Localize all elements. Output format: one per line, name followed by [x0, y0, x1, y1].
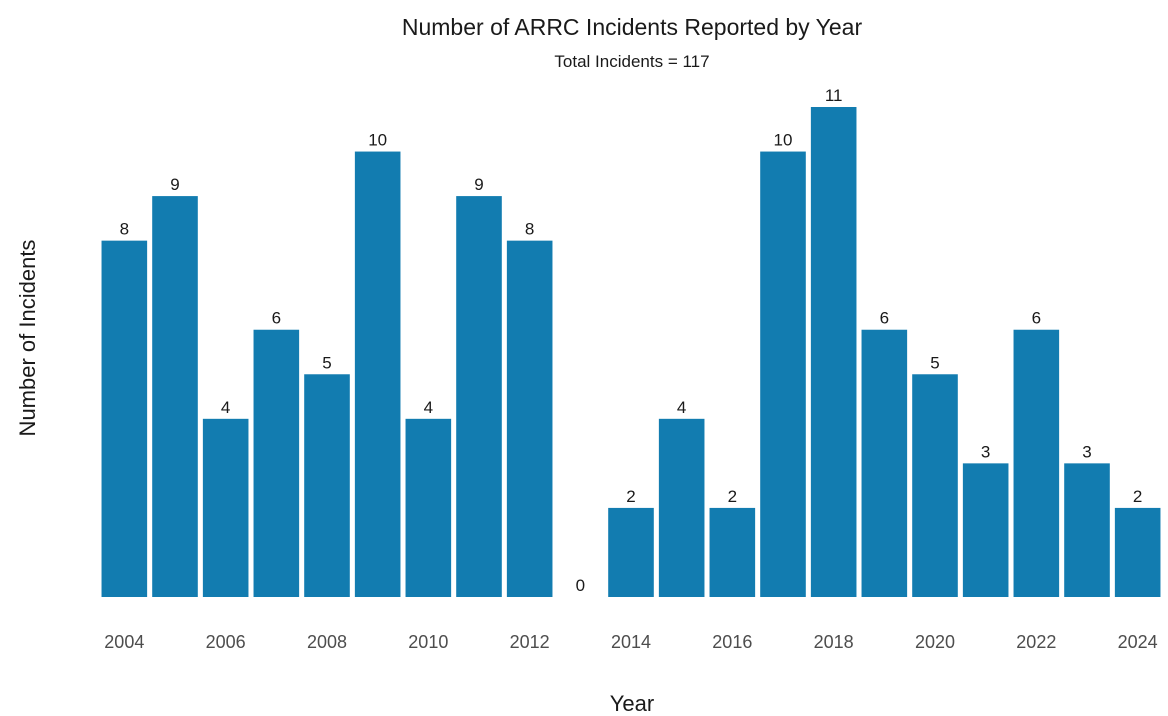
bar-label-2007: 6 — [272, 309, 281, 328]
bar-2023 — [1064, 463, 1110, 597]
x-tick-2010: 2010 — [408, 632, 448, 652]
bar-2006 — [202, 418, 249, 597]
bar-label-2014: 2 — [626, 487, 635, 506]
x-tick-2006: 2006 — [206, 632, 246, 652]
bar-label-2019: 6 — [880, 309, 889, 328]
x-tick-2004: 2004 — [104, 632, 144, 652]
bar-2008 — [304, 374, 350, 597]
x-axis-ticks: 2004 2006 2008 2010 2012 2014 2016 2018 2020 2022… — [104, 632, 1157, 652]
bar-2024 — [1114, 507, 1161, 597]
bar-label-2009: 10 — [368, 131, 387, 150]
x-tick-2014: 2014 — [611, 632, 651, 652]
bar-2007 — [253, 329, 300, 597]
bar-label-2017: 10 — [774, 131, 793, 150]
bar-2018 — [810, 107, 857, 597]
bar-2010 — [405, 418, 452, 597]
bar-label-2013: 0 — [576, 576, 585, 595]
bar-label-2010: 4 — [424, 398, 433, 417]
x-tick-2018: 2018 — [814, 632, 854, 652]
bar-label-2012: 8 — [525, 220, 534, 239]
bar-label-2023: 3 — [1082, 442, 1091, 461]
bar-label-2024: 2 — [1133, 487, 1142, 506]
bar-label-2011: 9 — [474, 175, 483, 194]
x-tick-2020: 2020 — [915, 632, 955, 652]
bar-2005 — [152, 196, 198, 597]
x-tick-2016: 2016 — [712, 632, 752, 652]
bar-2011 — [456, 196, 502, 597]
chart-title: Number of ARRC Incidents Reported by Yea… — [402, 14, 863, 40]
bar-label-2005: 9 — [170, 175, 179, 194]
bar-label-2008: 5 — [322, 353, 331, 372]
bar-2014 — [608, 507, 654, 597]
bar-2017 — [760, 151, 806, 598]
bar-label-2006: 4 — [221, 398, 230, 417]
chart-subtitle: Total Incidents = 117 — [554, 52, 709, 71]
bar-labels-group: 8 9 4 6 5 10 4 9 8 0 2 4 2 10 11 6 5 3 6 3 2 — [120, 86, 1143, 595]
bar-2021 — [962, 463, 1009, 597]
bar-2022 — [1013, 329, 1060, 597]
x-axis-title: Year — [610, 691, 654, 716]
bar-2015 — [658, 418, 705, 597]
bar-label-2015: 4 — [677, 398, 686, 417]
bar-2019 — [861, 329, 908, 597]
bar-label-2022: 6 — [1032, 309, 1041, 328]
bar-label-2018: 11 — [825, 86, 843, 105]
bar-2012 — [506, 240, 553, 597]
y-axis-title: Number of Incidents — [15, 240, 40, 437]
x-tick-2012: 2012 — [510, 632, 550, 652]
bar-2009 — [354, 151, 401, 598]
bar-label-2021: 3 — [981, 442, 990, 461]
bar-2020 — [912, 374, 958, 597]
bar-label-2004: 8 — [120, 220, 129, 239]
x-tick-2022: 2022 — [1016, 632, 1056, 652]
bar-label-2016: 2 — [728, 487, 737, 506]
x-tick-2024: 2024 — [1118, 632, 1158, 652]
bars-group — [101, 107, 1161, 598]
bar-2016 — [709, 507, 756, 597]
bar-2004 — [101, 240, 148, 597]
x-tick-2008: 2008 — [307, 632, 347, 652]
bar-label-2020: 5 — [930, 353, 939, 372]
